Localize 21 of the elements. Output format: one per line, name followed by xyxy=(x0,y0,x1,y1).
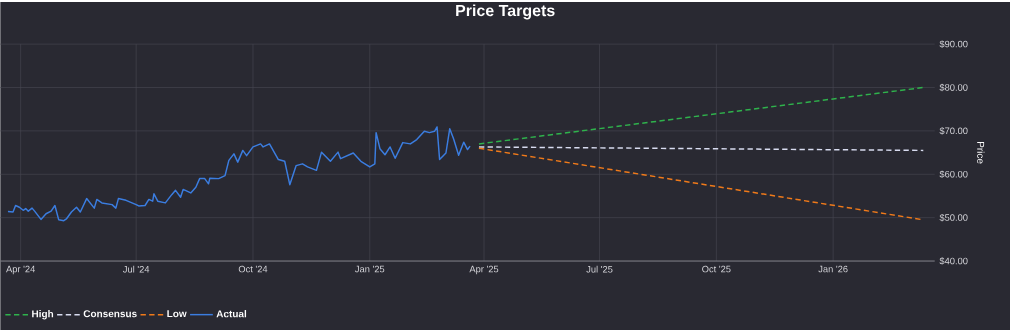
x-tick-label: Jan '25 xyxy=(355,265,385,273)
x-tick-label: Jul '24 xyxy=(122,265,150,273)
y-axis-title: Price xyxy=(977,142,985,164)
legend-label: Low xyxy=(167,310,187,318)
chart-title: Price Targets xyxy=(456,4,555,20)
y-tick-label: $60.00 xyxy=(939,170,968,179)
x-tick-label: Jan '26 xyxy=(818,265,848,273)
x-tick-label: Apr '25 xyxy=(469,265,499,275)
legend-label: Consensus xyxy=(83,310,137,318)
y-tick-label: $40.00 xyxy=(939,257,968,265)
x-tick-label: Oct '25 xyxy=(702,265,731,273)
y-tick-label: $80.00 xyxy=(939,83,968,92)
y-tick-label: $70.00 xyxy=(939,127,968,135)
x-tick-label: Oct '24 xyxy=(238,265,268,273)
x-tick-label: Jul '25 xyxy=(586,265,613,273)
x-tick-label: Apr '24 xyxy=(6,265,35,275)
line-series xyxy=(7,126,471,222)
legend-label: High xyxy=(32,310,54,320)
y-tick-label: $90.00 xyxy=(939,40,968,48)
legend-label: Actual xyxy=(216,310,247,318)
y-tick-label: $50.00 xyxy=(939,213,968,222)
